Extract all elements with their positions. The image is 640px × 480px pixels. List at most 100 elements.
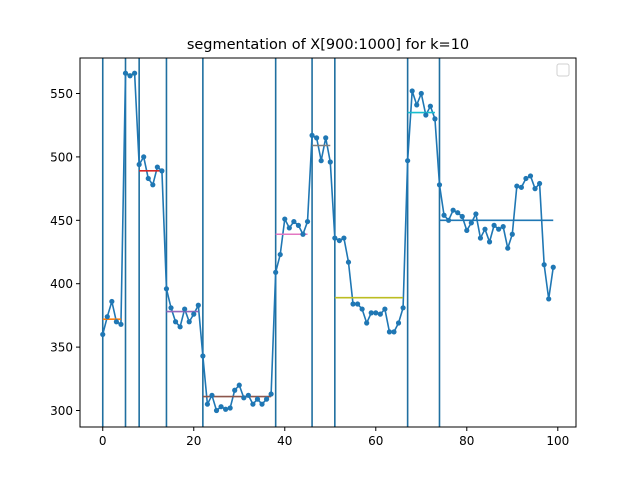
- data-point: [527, 173, 534, 179]
- data-point: [241, 395, 247, 401]
- data-point: [236, 382, 242, 388]
- x-tick-label: 20: [186, 434, 201, 448]
- data-point: [427, 103, 433, 109]
- data-point: [345, 259, 352, 265]
- data-point: [163, 286, 170, 292]
- data-point: [177, 324, 183, 330]
- data-point: [323, 135, 329, 141]
- data-point: [172, 319, 179, 325]
- data-point: [400, 305, 406, 311]
- data-point: [227, 405, 233, 411]
- data-point: [154, 164, 160, 170]
- data-point: [186, 319, 192, 325]
- x-tick-label: 100: [546, 434, 569, 448]
- y-tick-label: 350: [50, 341, 73, 355]
- data-point: [377, 311, 383, 317]
- data-point: [491, 222, 497, 228]
- data-point: [496, 226, 502, 232]
- data-point: [332, 235, 338, 241]
- x-tick-label: 0: [99, 434, 107, 448]
- data-point: [341, 235, 347, 241]
- y-tick-label: 550: [50, 87, 73, 101]
- data-point: [145, 175, 151, 182]
- data-point: [386, 329, 393, 335]
- data-point: [295, 222, 302, 228]
- data-point: [523, 175, 529, 182]
- data-point: [282, 216, 288, 222]
- data-point: [109, 298, 115, 305]
- data-point: [300, 231, 306, 237]
- data-point: [409, 88, 415, 94]
- data-point: [373, 310, 379, 316]
- data-point: [209, 392, 215, 398]
- data-point: [309, 132, 315, 138]
- data-point: [273, 269, 279, 275]
- data-point: [500, 224, 506, 230]
- data-point: [200, 353, 206, 359]
- chart-title: segmentation of X[900:1000] for k=10: [187, 37, 469, 53]
- data-point: [473, 211, 479, 217]
- data-point: [318, 158, 324, 164]
- data-point: [150, 182, 156, 188]
- x-tick-label: 40: [277, 434, 292, 448]
- y-tick-label: 300: [50, 404, 73, 418]
- data-point: [159, 168, 165, 174]
- data-point: [414, 102, 420, 108]
- data-point: [368, 310, 374, 316]
- data-point: [100, 331, 106, 338]
- data-point: [168, 305, 174, 311]
- data-point: [505, 245, 511, 251]
- data-point: [477, 235, 484, 241]
- data-point: [441, 212, 447, 218]
- data-point: [509, 231, 515, 237]
- data-point: [218, 404, 224, 410]
- data-point: [364, 320, 370, 326]
- data-point: [459, 213, 465, 220]
- data-point: [291, 218, 297, 225]
- data-point: [182, 306, 188, 312]
- plot-frame: [79, 57, 577, 428]
- boundary-lines: [101, 58, 441, 427]
- data-point: [304, 218, 311, 225]
- data-point: [350, 301, 356, 307]
- data-point: [464, 227, 470, 234]
- segment-means: [102, 73, 554, 398]
- data-point: [336, 237, 342, 244]
- y-tick-label: 500: [50, 150, 73, 164]
- series-markers: [100, 70, 556, 414]
- data-point: [113, 319, 120, 325]
- data-point: [118, 321, 124, 327]
- data-point: [432, 116, 438, 122]
- data-point: [405, 158, 411, 164]
- data-point: [518, 184, 524, 190]
- data-point: [455, 210, 461, 216]
- data-point: [127, 73, 133, 79]
- data-point: [423, 112, 429, 118]
- data-point: [223, 406, 229, 412]
- data-point: [536, 180, 543, 187]
- data-point: [254, 396, 261, 402]
- data-point: [532, 186, 538, 192]
- data-point: [550, 264, 556, 270]
- data-point: [191, 311, 197, 317]
- data-point: [213, 407, 220, 414]
- data-point: [259, 401, 265, 407]
- data-point: [141, 154, 147, 160]
- data-point: [382, 306, 388, 312]
- legend: [556, 63, 570, 77]
- data-point: [546, 296, 552, 302]
- data-point: [204, 401, 211, 407]
- data-point: [136, 161, 142, 168]
- data-point: [436, 182, 443, 188]
- data-point: [277, 251, 283, 258]
- data-point: [359, 306, 365, 312]
- x-tick-label: 80: [459, 434, 474, 448]
- data-point: [268, 391, 274, 397]
- data-point: [195, 302, 201, 308]
- data-point: [418, 90, 424, 97]
- y-tick-label: 450: [50, 214, 73, 228]
- data-point: [263, 396, 270, 402]
- x-tick-label: 60: [368, 434, 383, 448]
- y-tick-label: 400: [50, 277, 73, 291]
